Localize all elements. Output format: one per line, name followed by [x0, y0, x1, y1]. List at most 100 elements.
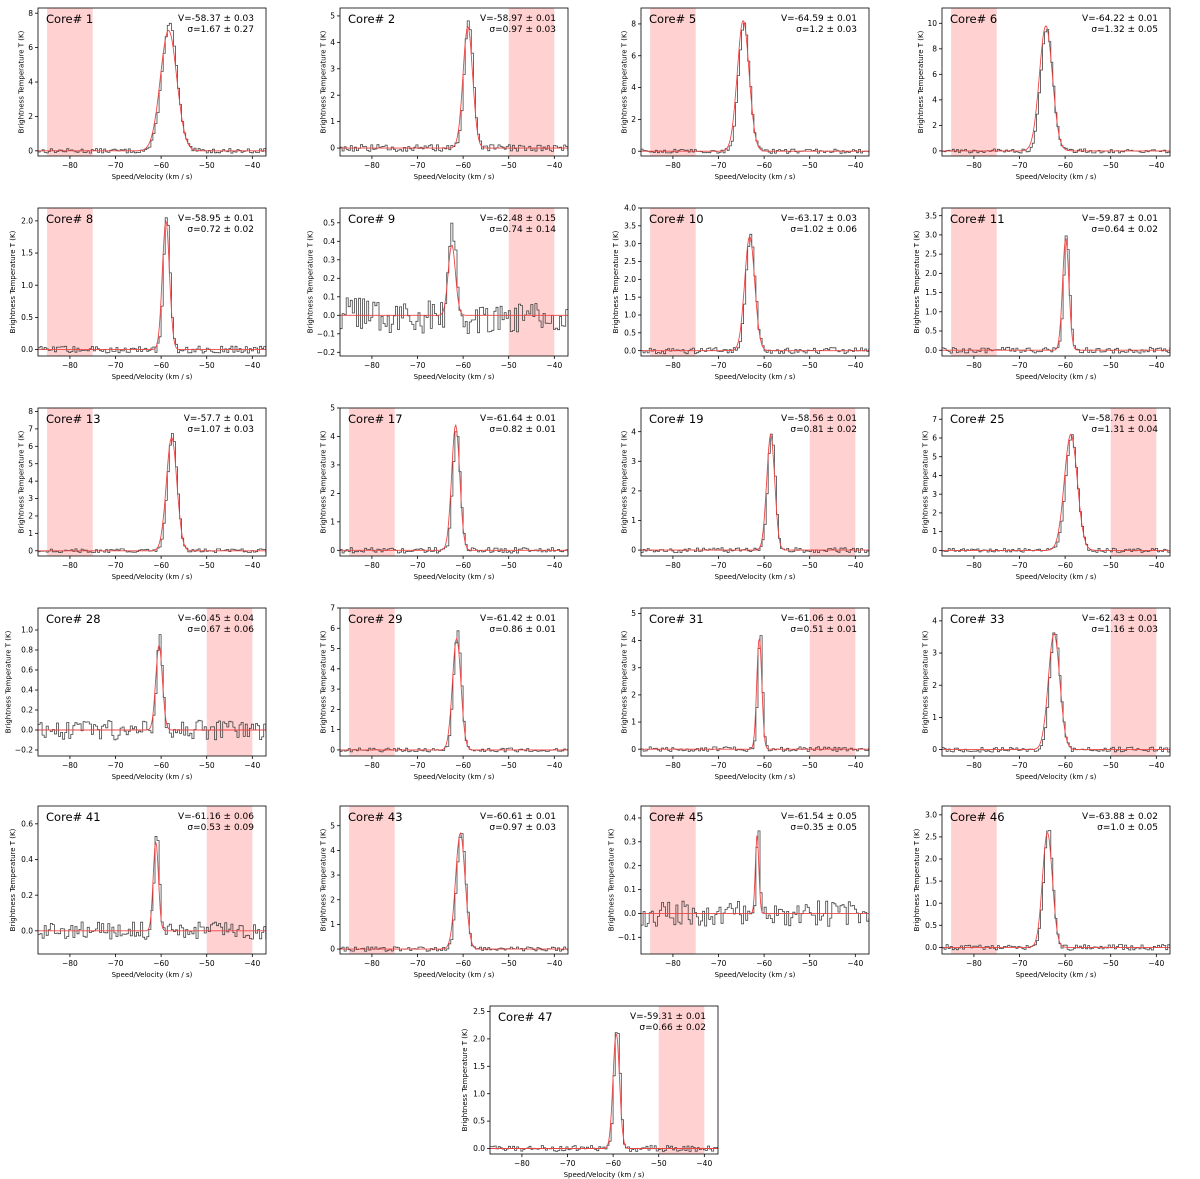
chart-panel-3: −80 −70 −60 −50 −40 0 2 4 6 8 Speed/Velocity (km /… — [621, 7, 870, 181]
model-fit-line — [38, 29, 266, 152]
y-tick-label: 4 — [330, 432, 335, 441]
x-axis-label: Speed/Velocity (km / s) — [112, 773, 193, 781]
chart-panel-4: −80 −70 −60 −50 −40 0 2 4 6 8 10 Speed/Velocity (km… — [917, 7, 1171, 181]
velocity-annotation: V=-64.22 ± 0.01 — [1082, 14, 1158, 24]
y-tick-label: 0 — [330, 746, 335, 755]
y-tick-label: 6 — [631, 51, 636, 60]
y-tick-label: 0.4 — [21, 855, 33, 864]
chart-panel-17: −80 −70 −60 −50 −40 0.0 0.2 0.4 0.6 Speed/Velocit… — [9, 805, 267, 979]
x-tick-label: −80 — [364, 561, 380, 570]
y-tick-label: 0.3 — [323, 255, 335, 264]
y-tick-label: 1.5 — [21, 249, 33, 258]
velocity-annotation: V=-57.7 ± 0.01 — [184, 414, 254, 424]
chart-panel-14: −80 −70 −60 −50 −40 0 1 2 3 4 5 6 7 Speed/Velocity (k… — [320, 604, 569, 781]
x-tick-label: −40 — [546, 959, 562, 968]
velocity-annotation: V=-61.16 ± 0.06 — [178, 812, 254, 822]
y-tick-label: −0.2 — [317, 348, 335, 357]
x-tick-label: −80 — [62, 959, 78, 968]
y-tick-label: 0.5 — [473, 1117, 485, 1126]
x-tick-label: −50 — [651, 1159, 667, 1168]
y-tick-label: 0.8 — [21, 646, 33, 655]
x-tick-label: −70 — [108, 361, 124, 370]
x-axis-label: Speed/Velocity (km / s) — [112, 573, 193, 581]
y-tick-label: 8 — [631, 20, 636, 29]
x-tick-label: −40 — [1148, 959, 1164, 968]
x-tick-label: −60 — [455, 361, 471, 370]
y-tick-label: 2 — [932, 681, 937, 690]
x-tick-label: −50 — [802, 959, 818, 968]
core-title: Core# 5 — [649, 12, 696, 26]
y-tick-label: 2.0 — [473, 1034, 485, 1043]
y-tick-label: 5 — [932, 452, 937, 461]
y-tick-label: 4 — [330, 664, 335, 673]
y-axis-label: Brightness Temperature T (K) — [320, 30, 328, 133]
core-title: Core# 13 — [46, 412, 101, 426]
axes-frame — [640, 7, 870, 157]
y-axis-label: Brightness Temperature T (K) — [320, 430, 328, 533]
x-tick-label: −60 — [153, 161, 169, 170]
y-tick-label: 2 — [28, 512, 33, 521]
observed-spectrum-line — [340, 222, 568, 334]
x-tick-label: −70 — [1012, 361, 1028, 370]
x-tick-label: −50 — [1103, 161, 1119, 170]
x-tick-label: −70 — [560, 1159, 576, 1168]
x-tick-label: −60 — [756, 761, 772, 770]
y-tick-label: −0.2 — [15, 746, 33, 755]
model-fit-line — [942, 832, 1170, 948]
y-tick-label: 0.0 — [21, 926, 33, 935]
y-axis-label: Brightness Temperature T (K) — [922, 430, 930, 533]
y-tick-label: 0.0 — [925, 943, 937, 952]
x-tick-label: −40 — [847, 361, 863, 370]
y-tick-label: 8 — [932, 44, 937, 53]
x-tick-label: −50 — [802, 761, 818, 770]
plot-area — [340, 608, 568, 756]
dispersion-annotation: σ=1.16 ± 0.03 — [1091, 625, 1158, 635]
velocity-annotation: V=-64.59 ± 0.01 — [781, 14, 857, 24]
x-tick-label: −40 — [1148, 561, 1164, 570]
y-tick-label: 4 — [330, 846, 335, 855]
plot-area — [490, 1006, 718, 1154]
model-fit-line — [942, 632, 1170, 751]
excluded-velocity-band — [47, 8, 93, 156]
y-tick-label: 3.0 — [624, 239, 636, 248]
core-title: Core# 8 — [46, 212, 93, 226]
y-axis-label: Brightness Temperature T (K) — [917, 30, 925, 133]
x-tick-label: −40 — [244, 161, 260, 170]
y-tick-label: 0.0 — [473, 1144, 485, 1153]
y-tick-label: 0 — [330, 945, 335, 954]
y-tick-label: 6 — [28, 442, 33, 451]
axes-frame — [339, 607, 569, 757]
axes-frame — [941, 7, 1171, 157]
x-axis-label: Speed/Velocity (km / s) — [715, 971, 796, 979]
y-tick-label: 1 — [932, 713, 937, 722]
chart-panel-11: −80 −70 −60 −50 −40 0 1 2 3 4 Speed/Velocity (km /… — [621, 407, 870, 581]
dispersion-annotation: σ=0.35 ± 0.05 — [790, 823, 857, 833]
y-tick-label: 1.0 — [473, 1089, 485, 1098]
x-tick-label: −40 — [546, 561, 562, 570]
y-tick-label: 1 — [631, 516, 636, 525]
y-tick-label: 2 — [631, 486, 636, 495]
velocity-annotation: V=-61.42 ± 0.01 — [480, 614, 556, 624]
x-tick-label: −50 — [1103, 561, 1119, 570]
core-title: Core# 9 — [348, 212, 395, 226]
x-tick-label: −60 — [756, 959, 772, 968]
y-tick-label: −0.1 — [618, 933, 636, 942]
excluded-velocity-band — [658, 1006, 705, 1154]
plot-area — [340, 806, 568, 954]
y-axis-label: Brightness Temperature T (K) — [607, 828, 615, 931]
observed-spectrum-line — [340, 630, 568, 753]
y-tick-label: 0.0 — [21, 345, 33, 354]
x-tick-label: −80 — [966, 561, 982, 570]
excluded-velocity-band — [1110, 608, 1157, 756]
x-tick-label: −60 — [153, 761, 169, 770]
model-fit-line — [340, 637, 568, 751]
y-tick-label: 1 — [28, 529, 33, 538]
x-axis-label: Speed/Velocity (km / s) — [1016, 573, 1097, 581]
y-tick-label: 0.4 — [624, 814, 636, 823]
y-tick-label: 3 — [28, 494, 33, 503]
y-tick-label: 0 — [932, 146, 937, 155]
core-title: Core# 6 — [950, 12, 997, 26]
y-axis-label: Brightness Temperature T (K) — [9, 230, 17, 333]
model-fit-line — [641, 835, 869, 914]
x-tick-label: −70 — [1012, 959, 1028, 968]
